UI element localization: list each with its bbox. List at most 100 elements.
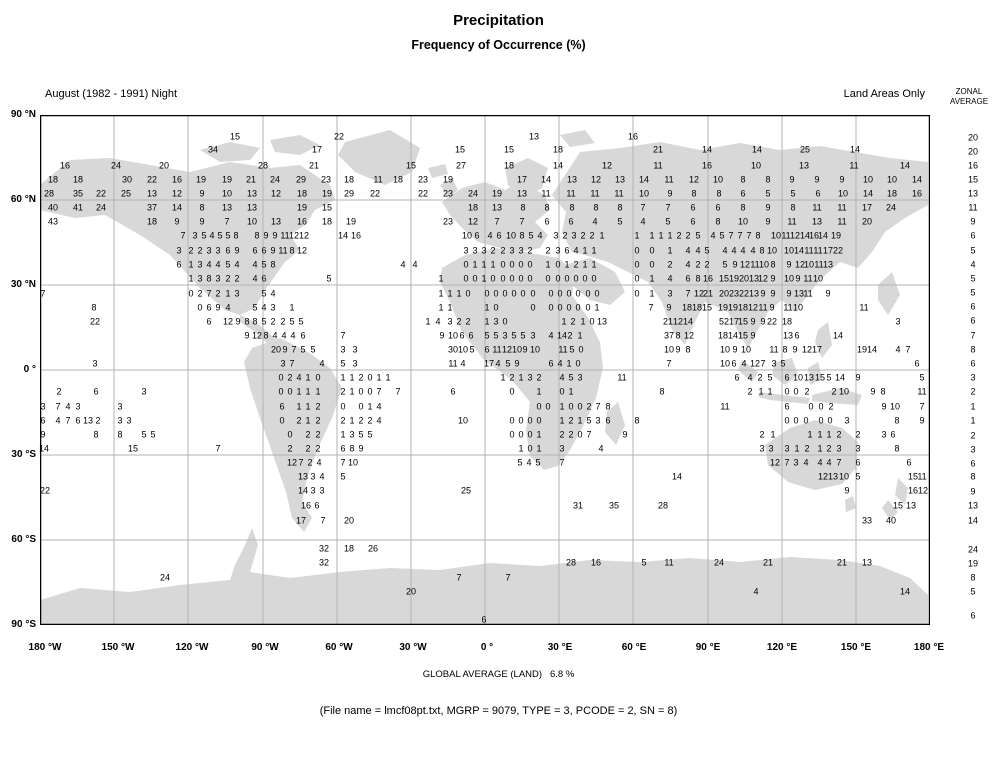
map-value: 13 xyxy=(297,471,309,482)
map-value: 10 xyxy=(886,174,898,185)
map-value: 1 xyxy=(591,245,597,256)
map-value: 11 xyxy=(541,188,551,199)
map-value: 10 xyxy=(838,471,850,482)
map-value: 10 xyxy=(838,386,850,397)
map-value: 7 xyxy=(836,457,842,468)
map-value: 4 xyxy=(526,457,532,468)
map-value: 10 xyxy=(663,344,675,355)
map-value: 1 xyxy=(340,372,346,383)
map-value: 3 xyxy=(192,230,198,241)
map-value: 13 xyxy=(614,174,626,185)
map-value: 6 xyxy=(484,344,490,355)
map-value: 2 xyxy=(509,372,515,383)
map-value: 12 xyxy=(688,174,700,185)
map-value: 13 xyxy=(246,202,258,213)
map-value: 12 xyxy=(749,358,761,369)
map-value: 16 xyxy=(911,188,923,199)
map-value: 0 xyxy=(518,273,524,284)
map-value: 2 xyxy=(586,401,592,412)
map-value: 6 xyxy=(176,259,182,270)
map-value: 9 xyxy=(667,188,673,199)
map-value: 2 xyxy=(828,401,834,412)
map-value: 6 xyxy=(690,216,696,227)
map-value: 0 xyxy=(649,245,655,256)
map-value: 13 xyxy=(748,288,760,299)
map-value: 0 xyxy=(566,302,572,313)
file-info-label: (File name = lmcf08pt.txt, MGRP = 9079, … xyxy=(319,705,678,717)
map-value: 2 xyxy=(536,372,542,383)
map-value: 13 xyxy=(827,471,839,482)
map-value: 9 xyxy=(439,330,445,341)
map-value: 22 xyxy=(832,245,844,256)
map-value: 18 xyxy=(503,160,515,171)
map-value: 5 xyxy=(520,330,526,341)
zonal-average-value: 8 xyxy=(970,471,976,482)
map-value: 7 xyxy=(905,344,911,355)
map-value: 2 xyxy=(287,443,293,454)
map-value: 10 xyxy=(792,372,804,383)
map-value: 2 xyxy=(305,429,311,440)
map-value: 11 xyxy=(859,302,869,313)
map-value: 40 xyxy=(47,202,59,213)
zonal-average-value: 2 xyxy=(970,430,976,441)
map-value: 2 xyxy=(465,316,471,327)
map-value: 0 xyxy=(536,415,542,426)
map-value: 5 xyxy=(310,344,316,355)
map-value: 3 xyxy=(855,443,861,454)
map-value: 21 xyxy=(245,174,257,185)
map-value: 10 xyxy=(461,230,473,241)
map-value: 1 xyxy=(667,230,673,241)
map-value: 11 xyxy=(280,230,290,241)
map-value: 1 xyxy=(826,429,832,440)
map-value: 5 xyxy=(665,216,671,227)
map-value: 25 xyxy=(120,188,132,199)
map-value: 3 xyxy=(206,245,212,256)
map-value: 8 xyxy=(740,174,746,185)
map-value: 5 xyxy=(569,344,575,355)
map-value: 10 xyxy=(740,344,752,355)
map-value: 3 xyxy=(270,302,276,313)
map-value: 8 xyxy=(770,259,776,270)
map-value: 5 xyxy=(225,259,231,270)
map-value: 3 xyxy=(310,471,316,482)
map-value: 21 xyxy=(702,288,714,299)
map-value: 3 xyxy=(176,245,182,256)
map-value: 9 xyxy=(760,316,766,327)
map-value: 0 xyxy=(591,273,597,284)
map-value: 9 xyxy=(199,188,205,199)
map-value: 2 xyxy=(568,415,574,426)
map-value: 8 xyxy=(270,259,276,270)
map-value: 4 xyxy=(225,302,231,313)
map-value: 1 xyxy=(599,230,605,241)
map-value: 14 xyxy=(862,188,874,199)
map-value: 0 xyxy=(555,273,561,284)
map-value: 6 xyxy=(544,216,550,227)
latitude-tick-label: 30 °N xyxy=(10,279,36,290)
map-value: 3 xyxy=(319,485,325,496)
map-value: 2 xyxy=(315,415,321,426)
map-value: 7 xyxy=(665,202,671,213)
map-value: 5 xyxy=(568,372,574,383)
map-value: 0 xyxy=(634,245,640,256)
zonal-average-value: 6 xyxy=(970,315,976,326)
longitude-tick-label: 90 °W xyxy=(251,642,279,653)
map-value: 13 xyxy=(82,415,94,426)
global-average-label: GLOBAL AVERAGE (LAND) 6.8 % xyxy=(422,669,575,680)
map-value: 0 xyxy=(594,288,600,299)
map-value: 8 xyxy=(675,330,681,341)
map-value: 12 xyxy=(288,230,300,241)
map-value: 1 xyxy=(349,415,355,426)
map-value: 19 xyxy=(728,273,740,284)
map-value: 8 xyxy=(755,230,761,241)
map-value: 18 xyxy=(681,302,693,313)
map-value: 4 xyxy=(548,330,554,341)
map-value: 4 xyxy=(817,457,823,468)
map-value: 6 xyxy=(261,245,267,256)
map-value: 6 xyxy=(794,330,800,341)
period-label: August (1982 - 1991) Night xyxy=(45,88,178,100)
map-value: 1 xyxy=(634,230,640,241)
map-value: 18 xyxy=(343,543,355,554)
map-value: 2 xyxy=(188,245,194,256)
map-value: 4 xyxy=(559,372,565,383)
zonal-average-header-line2: AVERAGE xyxy=(949,97,989,106)
